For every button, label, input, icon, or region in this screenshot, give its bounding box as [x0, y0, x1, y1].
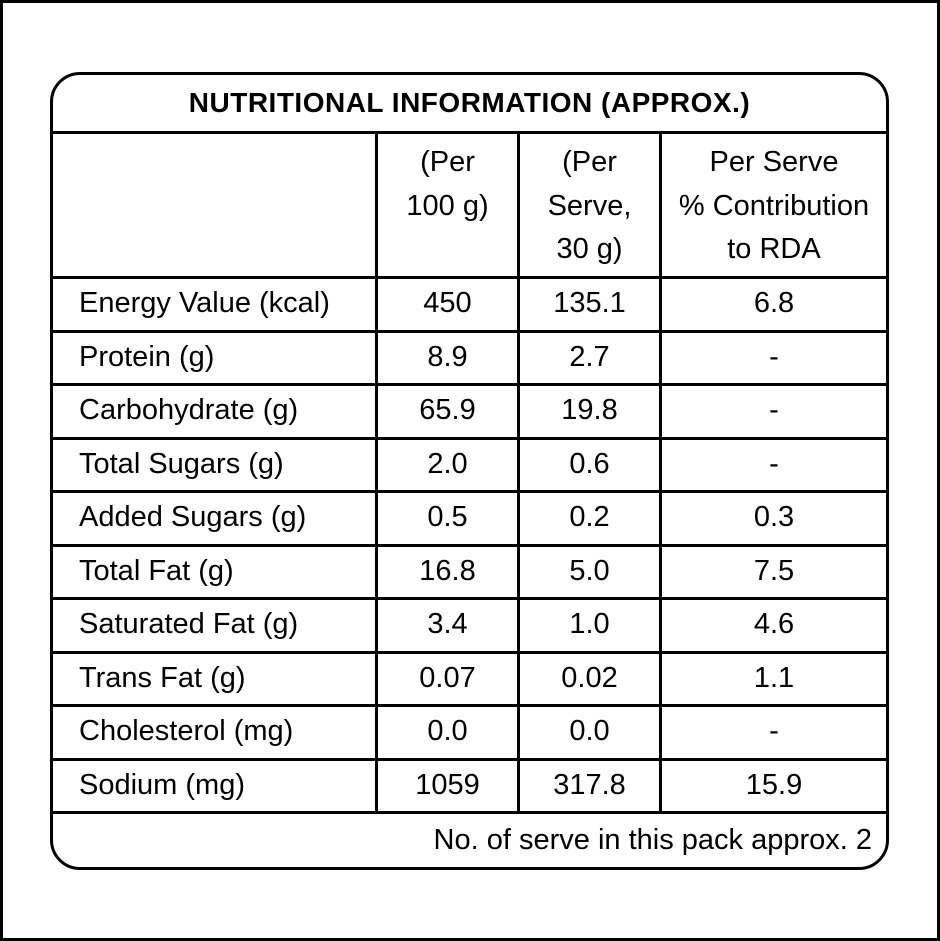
header-per-serve: (Per Serve, 30 g): [517, 131, 659, 276]
value-total-sugars-per-serve: 0.6: [517, 436, 659, 490]
value-sodium-rda: 15.9: [659, 757, 886, 811]
header-per-100g: (Per 100 g): [375, 131, 517, 276]
value-saturated-fat-per-serve: 1.0: [517, 597, 659, 651]
value-trans-fat-rda: 1.1: [659, 650, 886, 704]
value-cholesterol-rda: -: [659, 704, 886, 758]
value-cholesterol-per-serve: 0.0: [517, 704, 659, 758]
row-label-protein: Protein (g): [53, 329, 375, 384]
row-label-trans-fat: Trans Fat (g): [53, 650, 375, 705]
row-label-total-sugars: Total Sugars (g): [53, 436, 375, 491]
value-energy-rda: 6.8: [659, 276, 886, 330]
row-label-cholesterol: Cholesterol (mg): [53, 704, 375, 758]
header-nutrient-blank: [53, 131, 375, 276]
table-title: NUTRITIONAL INFORMATION (APPROX.): [188, 86, 751, 118]
header-rda-contribution: Per Serve % Contribution to RDA: [659, 131, 886, 276]
row-label-energy: Energy Value (kcal): [53, 276, 375, 330]
value-total-sugars-rda: -: [659, 436, 886, 490]
nutrition-table-panel: NUTRITIONAL INFORMATION (APPROX.) (Per 1…: [50, 72, 889, 870]
footer-serve-count-note: No. of serve in this pack approx. 2: [53, 811, 886, 867]
value-total-fat-per-100g: 16.8: [375, 543, 517, 597]
value-energy-per-serve: 135.1: [517, 276, 659, 330]
value-cholesterol-per-100g: 0.0: [375, 704, 517, 758]
row-label-added-sugars: Added Sugars (g): [53, 490, 375, 544]
value-trans-fat-per-100g: 0.07: [375, 650, 517, 704]
value-carbohydrate-per-serve: 19.8: [517, 383, 659, 437]
value-total-fat-rda: 7.5: [659, 543, 886, 597]
row-label-carbohydrate: Carbohydrate (g): [53, 383, 375, 437]
value-carbohydrate-per-100g: 65.9: [375, 383, 517, 437]
value-saturated-fat-per-100g: 3.4: [375, 597, 517, 651]
value-added-sugars-per-100g: 0.5: [375, 490, 517, 544]
value-protein-per-100g: 8.9: [375, 329, 517, 383]
value-total-fat-per-serve: 5.0: [517, 543, 659, 597]
row-label-sodium: Sodium (mg): [53, 757, 375, 812]
value-sodium-per-serve: 317.8: [517, 757, 659, 811]
nutrition-table: NUTRITIONAL INFORMATION (APPROX.) (Per 1…: [53, 75, 886, 867]
value-added-sugars-rda: 0.3: [659, 490, 886, 544]
value-carbohydrate-rda: -: [659, 383, 886, 437]
value-trans-fat-per-serve: 0.02: [517, 650, 659, 704]
row-label-saturated-fat: Saturated Fat (g): [53, 597, 375, 651]
value-saturated-fat-rda: 4.6: [659, 597, 886, 651]
value-energy-per-100g: 450: [375, 276, 517, 330]
value-protein-rda: -: [659, 329, 886, 383]
value-sodium-per-100g: 1059: [375, 757, 517, 811]
value-added-sugars-per-serve: 0.2: [517, 490, 659, 544]
row-label-total-fat: Total Fat (g): [53, 543, 375, 598]
value-total-sugars-per-100g: 2.0: [375, 436, 517, 490]
value-protein-per-serve: 2.7: [517, 329, 659, 383]
